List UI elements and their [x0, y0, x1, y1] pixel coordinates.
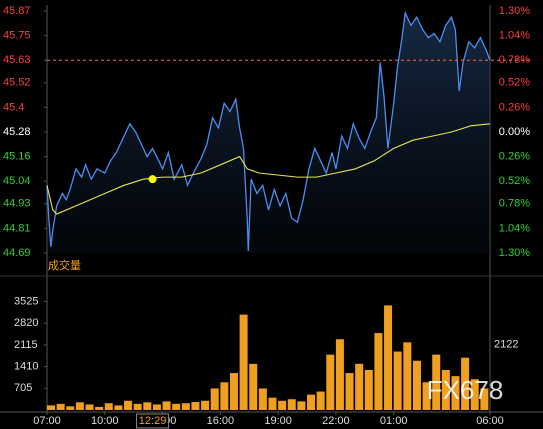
volume-bar — [258, 388, 267, 410]
volume-tick-label: 2115 — [14, 339, 38, 351]
x-tick-label: 06:00 — [476, 415, 504, 427]
x-tick-label: 01:00 — [380, 415, 408, 427]
x-tick-label: 22:00 — [322, 415, 350, 427]
volume-bar — [364, 370, 373, 410]
volume-bar — [451, 376, 460, 410]
volume-bar — [47, 405, 55, 410]
volume-bar — [143, 402, 152, 410]
y-tick-label: 45.28 — [3, 126, 31, 138]
volume-bar — [384, 305, 393, 410]
volume-bar — [393, 351, 402, 410]
pct-tick-label: 0.78% — [499, 54, 530, 66]
volume-bar — [220, 382, 229, 410]
volume-bar — [345, 373, 354, 410]
volume-bar — [461, 357, 470, 410]
volume-tick-label: 3525 — [14, 295, 38, 307]
volume-bar — [66, 406, 75, 410]
price-area — [47, 13, 490, 254]
volume-bar — [374, 333, 383, 410]
volume-bar — [441, 370, 450, 410]
volume-bar — [229, 373, 238, 410]
volume-bar — [355, 363, 364, 410]
y-tick-label: 44.81 — [3, 222, 31, 234]
volume-tick-label: 705 — [14, 382, 32, 394]
volume-bar — [480, 388, 489, 410]
volume-bar — [172, 403, 181, 410]
pct-tick-label: 1.30% — [499, 247, 530, 259]
volume-bar — [114, 405, 123, 410]
y-tick-label: 45.87 — [3, 5, 31, 17]
pct-tick-label: 0.52% — [499, 77, 530, 89]
y-tick-label: 45.16 — [3, 151, 31, 163]
crosshair-dot — [148, 175, 157, 184]
volume-bar — [403, 342, 412, 410]
volume-bar — [162, 401, 171, 410]
volume-bar — [152, 404, 161, 410]
volume-bar — [249, 363, 258, 410]
crosshair-label-box — [136, 413, 170, 429]
volume-bar — [287, 399, 296, 410]
price-line — [46, 10, 491, 251]
volume-bar — [422, 382, 431, 410]
volume-bar — [278, 400, 287, 410]
volume-bar — [75, 402, 84, 410]
volume-bar — [85, 404, 94, 410]
volume-bar — [316, 391, 325, 410]
y-tick-label: 45.04 — [3, 175, 31, 187]
y-tick-label: 45.4 — [3, 101, 24, 113]
volume-bar — [412, 360, 421, 410]
y-tick-label: 45.63 — [3, 54, 31, 66]
volume-bar — [104, 403, 113, 410]
pct-tick-label: 0.26% — [499, 151, 530, 163]
volume-bar — [210, 388, 219, 410]
crosshair-label: 12:29 — [139, 415, 167, 427]
volume-bar — [201, 400, 210, 410]
volume-bar — [470, 379, 479, 410]
pct-tick-label: 0.78% — [499, 198, 530, 210]
pct-tick-label: 1.30% — [499, 5, 530, 17]
y-tick-label: 45.75 — [3, 30, 31, 42]
average-line — [46, 123, 491, 215]
y-tick-label: 45.52 — [3, 77, 31, 89]
pct-tick-label: 1.04% — [499, 30, 530, 42]
volume-tick-label: 2820 — [14, 317, 38, 329]
volume-current-label: 2122 — [494, 339, 518, 351]
pct-tick-label: 0.00% — [499, 126, 530, 138]
volume-bar — [124, 400, 133, 410]
x-tick-label: 16:00 — [207, 415, 235, 427]
volume-bar — [307, 394, 316, 410]
pct-tick-label: 0.26% — [499, 101, 530, 113]
watermark: FX678 — [427, 375, 504, 405]
volume-bar — [191, 402, 200, 410]
x-tick-label: 19:00 — [264, 415, 292, 427]
x-tick-label: 10:00 — [91, 415, 119, 427]
volume-bar — [432, 354, 441, 410]
pct-tick-label: 1.04% — [499, 222, 530, 234]
volume-bar — [95, 406, 104, 410]
y-tick-label: 44.69 — [3, 247, 31, 259]
volume-tick-label: 1410 — [14, 361, 38, 373]
y-tick-label: 44.93 — [3, 198, 31, 210]
volume-bar — [133, 403, 142, 410]
volume-bar — [326, 354, 335, 410]
pct-tick-label: 0.52% — [499, 175, 530, 187]
volume-title: 成交量 — [48, 258, 81, 272]
x-tick-label: 07:00 — [33, 415, 61, 427]
volume-bar — [335, 339, 344, 410]
volume-bar — [297, 401, 306, 410]
volume-bar — [56, 403, 65, 410]
volume-bar — [181, 403, 190, 410]
volume-bar — [239, 314, 248, 410]
volume-bar — [268, 397, 277, 410]
